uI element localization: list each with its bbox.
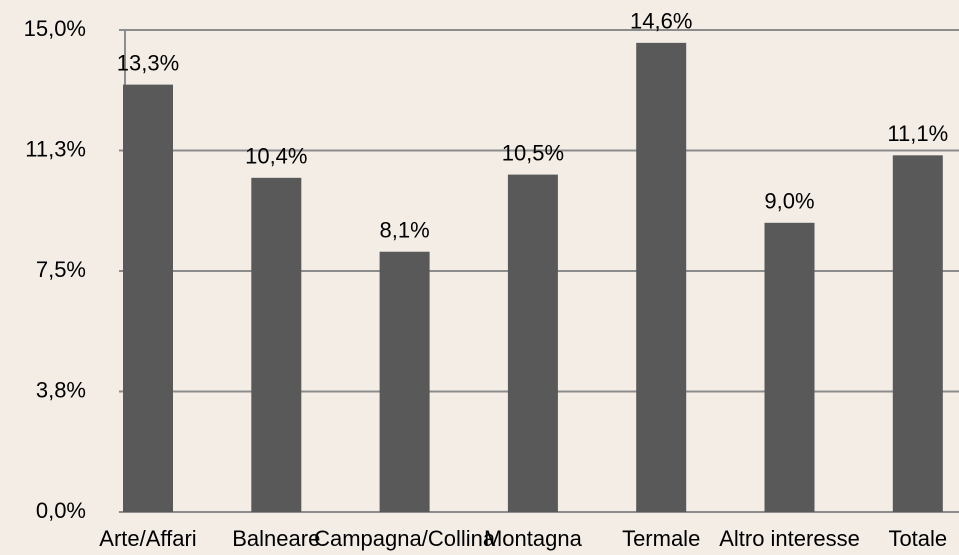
bar [892, 155, 943, 512]
y-tick-label: 7,5% [36, 257, 86, 282]
value-label: 10,4% [245, 144, 307, 169]
x-tick-label: Montagna [484, 526, 583, 551]
bar [379, 251, 430, 512]
bar [764, 222, 815, 513]
value-label: 8,1% [380, 218, 430, 243]
x-tick-label: Arte/Affari [99, 526, 196, 551]
x-tick-label: Termale [622, 526, 700, 551]
value-label: 11,1% [887, 121, 948, 146]
y-tick-label: 15,0% [24, 16, 86, 41]
value-label: 13,3% [117, 50, 179, 75]
bar [123, 84, 173, 513]
y-tick-label: 3,8% [36, 377, 86, 402]
value-label: 10,5% [502, 140, 564, 165]
bar [251, 177, 302, 512]
value-label: 14,6% [630, 9, 692, 34]
y-tick-label: 0,0% [36, 498, 86, 523]
value-label: 9,0% [764, 189, 814, 214]
x-tick-label: Balneare [232, 526, 320, 551]
x-tick-label: Campagna/Collina [314, 526, 496, 551]
y-tick-label: 11,3% [25, 136, 86, 161]
x-tick-label: Totale [888, 526, 947, 551]
bar [507, 174, 558, 512]
bar [636, 42, 687, 512]
x-tick-label: Altro interesse [719, 526, 860, 551]
